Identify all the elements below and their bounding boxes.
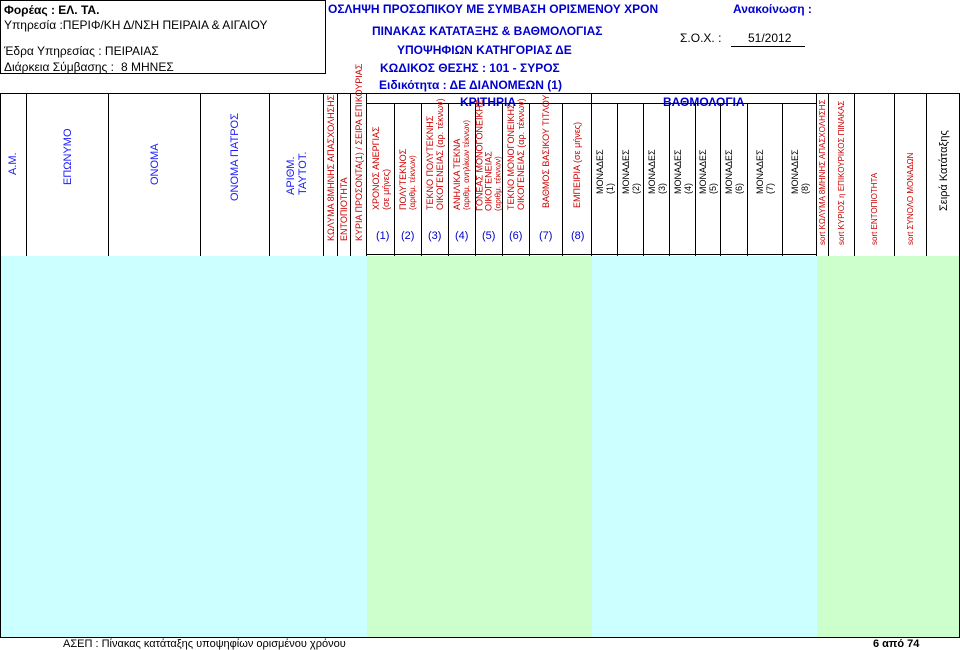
duration-value: 8 ΜΗΝΕΣ — [121, 60, 174, 74]
c8-label: ΕΜΠΕΙΡΙΑ (σε μήνες) — [572, 121, 582, 208]
col-main-qual-header: ΚΥΡΙΑ ΠΡΟΣΟΝΤΑ(1) / ΣΕΙΡΑ ΕΠΙΚΟΥΡΙΑΣ — [353, 63, 364, 241]
sox-underline — [731, 46, 805, 47]
u5-num: (5) — [708, 183, 718, 194]
u1-label: ΜΟΝΑΔΕΣ — [594, 149, 605, 194]
u8-label: ΜΟΝΑΔΕΣ — [789, 149, 800, 194]
c7-label: ΒΑΘΜΟΣ ΒΑΣΙΚΟΥ ΤΙΤΛΟΥ — [541, 94, 551, 208]
col-surname-header: ΕΠΩΝΥΜΟ — [61, 128, 74, 185]
footer-page: 6 από 74 — [873, 638, 920, 650]
sort-total-header: sort ΣΥΝΟΛΟ ΜΟΝΑΔΩΝ — [905, 152, 915, 245]
col-block-header: ΚΩΛΥΜΑ 8ΜΗΝΗΣ ΑΠΑΣΧΟΛΗΣΗΣ — [325, 94, 336, 241]
c7-num: (7) — [539, 230, 553, 242]
col-am-header: Α.Μ. — [7, 152, 19, 175]
u5-label: ΜΟΝΑΔΕΣ — [698, 149, 708, 194]
c4-num: (4) — [455, 230, 469, 242]
c3-label-a: ΤΕΚΝΟ ΠΟΛΥΤΕΚΝΗΣ — [425, 115, 435, 210]
u3-num: (3) — [656, 183, 667, 194]
u2-num: (2) — [630, 183, 641, 194]
u4-num: (4) — [682, 183, 693, 194]
sox-value: 51/2012 — [748, 31, 792, 45]
c2-label-a: ΠΟΛΥΤΕΚΝΟΣ — [398, 148, 408, 210]
criteria-header-band — [367, 93, 592, 104]
c5-num: (5) — [482, 230, 496, 242]
c8-num: (8) — [571, 230, 585, 242]
u1-num: (1) — [604, 183, 615, 194]
c3-label-b: ΟΙΚΟΓΕΝΕΙΑΣ (αρ. τέκνων) — [435, 98, 445, 210]
u6-label: ΜΟΝΑΔΕΣ — [724, 149, 734, 194]
service-line: Υπηρεσία :ΠΕΡΙΦ/ΚΗ Δ/ΝΣΗ ΠΕΙΡΑΙΑ & ΑΙΓΑΙ… — [4, 18, 268, 32]
sort-local-header: sort ΕΝΤΟΠΙΟΤΗΤΑ — [869, 172, 879, 245]
u6-num: (6) — [734, 183, 744, 194]
c2-label-b: (αριθμ. τέκνων) — [408, 155, 417, 210]
c6-label-a: ΤΕΚΝΟ ΜΟΝΟΓΟΝΕΙΚΗΣ — [506, 103, 516, 210]
title-line1: ΟΣΛΗΨΗ ΠΡΟΣΩΠΙΚΟΥ ΜΕ ΣΥΜΒΑΣΗ ΟΡΙΣΜΕΝΟΥ Χ… — [328, 2, 659, 16]
order-header: Σειρά Κατάταξης — [937, 130, 950, 211]
c1-label-a: ΧΡΟΝΟΣ ΑΝΕΡΓΙΑΣ — [370, 126, 381, 210]
c1-label-b: (σε μήνες) — [380, 168, 391, 210]
body-fill-sort — [817, 256, 959, 637]
announcement-label: Ανακοίνωση : — [733, 2, 812, 16]
u3-label: ΜΟΝΑΔΕΣ — [646, 149, 657, 194]
c1-num: (1) — [376, 230, 390, 242]
body-fill-scoring — [592, 256, 817, 637]
body-fill-left — [1, 256, 367, 637]
u7-num: (7) — [765, 183, 775, 194]
title-line3: ΥΠΟΨΗΦΙΩΝ ΚΑΤΗΓΟΡΙΑΣ ΔΕ — [397, 43, 572, 57]
sox-label: Σ.Ο.Χ. : — [680, 31, 722, 45]
title-line2: ΠΙΝΑΚΑΣ ΚΑΤΑΤΑΞΗΣ & ΒΑΘΜΟΛΟΓΙΑΣ — [372, 24, 603, 38]
col-name-header: ΟΝΟΜΑ — [148, 143, 161, 185]
c6-num: (6) — [509, 230, 523, 242]
sort-block-header: sort ΚΩΛΥΜΑ 8ΜΗΝΗΣ ΑΠΑΣΧΟΛΗΣΗΣ — [817, 99, 827, 245]
col-id-header-2: ΤΑΥΤΟΤ. — [296, 151, 309, 195]
u4-label: ΜΟΝΑΔΕΣ — [672, 149, 683, 194]
candidates-table: Α.Μ. ΕΠΩΝΥΜΟ ΟΝΟΜΑ ΟΝΟΜΑ ΠΑΤΡΟΣ ΑΡΙΘΜ. Τ… — [0, 64, 960, 638]
scoring-header-band — [592, 93, 817, 104]
col-father-header: ΟΝΟΜΑ ΠΑΤΡΟΣ — [229, 113, 241, 201]
title-line5: Ειδικότητα : ΔΕ ΔΙΑΝΟΜΕΩΝ (1) — [379, 78, 562, 92]
c5-label-c: (αριθμ. τέκνων) — [493, 156, 503, 211]
c6-label-b: ΟΙΚΟΓΕΝΕΙΑΣ (αρ. τέκνων) — [516, 98, 526, 210]
u8-num: (8) — [799, 183, 810, 194]
title-line4: ΚΩΔΙΚΟΣ ΘΕΣΗΣ : 101 - ΣΥΡΟΣ — [380, 61, 560, 75]
c5-label-b: ΟΙΚΟΓΕΝΕΙΑΣ — [483, 151, 494, 211]
sort-main-header: sort ΚΥΡΙΟΣ η ΕΠΙΚΟΥΡΙΚΟΣ ΠΙΝΑΚΑΣ — [836, 100, 846, 245]
col-locality-header: ΕΝΤΟΠΙΟΤΗΤΑ — [339, 177, 349, 241]
scoring-label: ΒΑΘΜΟΛΟΓΙΑ — [663, 95, 745, 109]
header-info-box: Φορέας : ΕΛ. ΤΑ. Υπηρεσία :ΠΕΡΙΦ/ΚΗ Δ/ΝΣ… — [0, 0, 326, 74]
page-footer: ΑΣΕΠ : Πίνακας κατάταξης υποψηφίων ορισμ… — [0, 638, 960, 650]
duration-label: Διάρκεια Σύμβασης : — [4, 60, 114, 74]
c2-num: (2) — [401, 230, 415, 242]
u7-label: ΜΟΝΑΔΕΣ — [755, 149, 765, 194]
c3-num: (3) — [428, 230, 442, 242]
seat-line: Έδρα Υπηρεσίας : ΠΕΙΡΑΙΑΣ — [4, 44, 159, 58]
body-fill-criteria — [367, 256, 592, 637]
c4-label-a: ΑΝΗΛΙΚΑ ΤΕΚΝΑ — [452, 138, 462, 210]
u2-label: ΜΟΝΑΔΕΣ — [620, 149, 631, 194]
c4-label-b: (αριθμ. ανηλίκων τέκνων) — [462, 120, 471, 210]
footer-left: ΑΣΕΠ : Πίνακας κατάταξης υποψηφίων ορισμ… — [63, 638, 346, 650]
col-id-header-1: ΑΡΙΘΜ. — [284, 156, 297, 195]
agency-line: Φορέας : ΕΛ. ΤΑ. — [4, 3, 100, 17]
